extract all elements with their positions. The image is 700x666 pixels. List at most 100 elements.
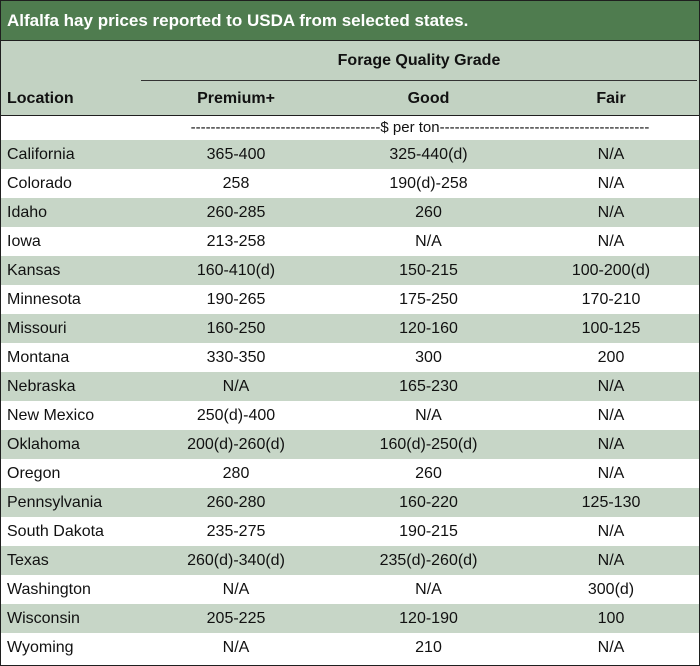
table-body: California 365-400 325-440(d) N/A Colorado 25…: [1, 140, 699, 662]
header-divider: [141, 80, 697, 81]
fair-price-cell: N/A: [597, 146, 625, 163]
premium-price-cell: N/A: [222, 639, 250, 656]
fair-price-cell: N/A: [597, 436, 625, 453]
fair-price-cell: 200: [597, 349, 625, 366]
good-price-cell: 150-215: [399, 262, 458, 279]
table-row: Nebraska N/A 165-230 N/A: [1, 372, 699, 401]
location-cell: Kansas: [7, 262, 61, 279]
good-price-cell: 160(d)-250(d): [379, 436, 478, 453]
premium-price-cell: 200(d)-260(d): [187, 436, 285, 453]
premium-price-cell: N/A: [222, 378, 250, 395]
good-price-cell: 160-220: [399, 494, 458, 511]
location-cell: Colorado: [7, 175, 72, 192]
good-price-cell: 120-190: [399, 610, 458, 627]
location-cell: South Dakota: [7, 523, 104, 540]
table-row: Pennsylvania 260-280 160-220 125-130: [1, 488, 699, 517]
fair-price-cell: N/A: [597, 639, 625, 656]
premium-price-cell: 160-250: [206, 320, 266, 337]
premium-column-header: Premium+: [197, 90, 275, 107]
fair-price-cell: N/A: [597, 233, 625, 250]
fair-price-cell: N/A: [597, 523, 625, 540]
table-row: South Dakota 235-275 190-215 N/A: [1, 517, 699, 546]
fair-price-cell: N/A: [597, 378, 625, 395]
good-price-cell: 165-230: [399, 378, 458, 395]
location-cell: Iowa: [7, 233, 41, 250]
premium-price-cell: 365-400: [206, 146, 266, 163]
table-row: California 365-400 325-440(d) N/A: [1, 140, 699, 169]
fair-price-cell: 170-210: [581, 291, 641, 308]
location-cell: Pennsylvania: [7, 494, 103, 511]
table-row: Wisconsin 205-225 120-190 100: [1, 604, 699, 633]
premium-price-cell: 205-225: [206, 610, 266, 627]
premium-price-cell: 280: [222, 465, 250, 482]
good-price-cell: 190(d)-258: [389, 175, 468, 192]
quality-grade-header: Forage Quality Grade: [337, 52, 501, 69]
location-cell: Minnesota: [7, 291, 81, 308]
table-row: Iowa 213-258 N/A N/A: [1, 227, 699, 256]
location-cell: Montana: [7, 349, 70, 366]
good-column-header: Good: [407, 90, 450, 107]
location-cell: Wisconsin: [7, 610, 80, 627]
location-cell: Missouri: [7, 320, 67, 337]
premium-price-cell: N/A: [222, 581, 250, 598]
good-price-cell: 325-440(d): [389, 146, 468, 163]
units-label: --------------------------------------$ …: [190, 119, 650, 136]
premium-price-cell: 190-265: [206, 291, 266, 308]
table-row: Minnesota 190-265 175-250 170-210: [1, 285, 699, 314]
good-price-cell: N/A: [415, 581, 442, 598]
premium-price-cell: 213-258: [206, 233, 266, 250]
location-cell: Washington: [7, 581, 91, 598]
table-row: Idaho 260-285 260 N/A: [1, 198, 699, 227]
fair-price-cell: 300(d): [587, 581, 635, 598]
location-cell: Nebraska: [7, 378, 76, 395]
location-cell: Oklahoma: [7, 436, 80, 453]
good-price-cell: N/A: [415, 233, 442, 250]
table-row: Oklahoma 200(d)-260(d) 160(d)-250(d) N/A: [1, 430, 699, 459]
fair-price-cell: N/A: [597, 204, 625, 221]
fair-price-cell: 100-200(d): [571, 262, 651, 279]
location-cell: Wyoming: [7, 639, 74, 656]
location-column-header: Location: [7, 90, 74, 107]
good-price-cell: 190-215: [399, 523, 458, 540]
fair-price-cell: N/A: [597, 407, 625, 424]
good-price-cell: 120-160: [399, 320, 458, 337]
good-price-cell: N/A: [415, 407, 442, 424]
premium-price-cell: 160-410(d): [196, 262, 276, 279]
table-row: Montana 330-350 300 200: [1, 343, 699, 372]
table-row: New Mexico 250(d)-400 N/A N/A: [1, 401, 699, 430]
table-row: Washington N/A N/A 300(d): [1, 575, 699, 604]
fair-price-cell: N/A: [597, 465, 625, 482]
premium-price-cell: 235-275: [206, 523, 266, 540]
fair-price-cell: 100-125: [581, 320, 641, 337]
premium-price-cell: 330-350: [206, 349, 266, 366]
premium-price-cell: 260-280: [206, 494, 266, 511]
good-price-cell: 235(d)-260(d): [379, 552, 478, 569]
premium-price-cell: 250(d)-400: [196, 407, 276, 424]
table-row: Kansas 160-410(d) 150-215 100-200(d): [1, 256, 699, 285]
good-price-cell: 260: [415, 465, 442, 482]
units-row: --------------------------------------$ …: [1, 116, 699, 140]
location-cell: Idaho: [7, 204, 48, 221]
good-price-cell: 260: [415, 204, 442, 221]
location-cell: Oregon: [7, 465, 61, 482]
table-title: Alfalfa hay prices reported to USDA from…: [1, 1, 699, 41]
table-row: Texas 260(d)-340(d) 235(d)-260(d) N/A: [1, 546, 699, 575]
table-row: Missouri 160-250 120-160 100-125: [1, 314, 699, 343]
fair-column-header: Fair: [596, 90, 626, 107]
table-row: Wyoming N/A 210 N/A: [1, 633, 699, 662]
fair-price-cell: N/A: [597, 175, 625, 192]
table-header: Forage Quality Grade Location Premium+ G…: [1, 41, 699, 116]
good-price-cell: 300: [415, 349, 442, 366]
fair-price-cell: N/A: [597, 552, 625, 569]
premium-price-cell: 260(d)-340(d): [187, 552, 285, 569]
location-cell: New Mexico: [7, 407, 95, 424]
table-row: Colorado 258 190(d)-258 N/A: [1, 169, 699, 198]
location-cell: California: [7, 146, 75, 163]
location-cell: Texas: [7, 552, 49, 569]
premium-price-cell: 258: [222, 175, 250, 192]
good-price-cell: 210: [415, 639, 442, 656]
fair-price-cell: 125-130: [581, 494, 641, 511]
fair-price-cell: 100: [597, 610, 625, 627]
premium-price-cell: 260-285: [206, 204, 266, 221]
